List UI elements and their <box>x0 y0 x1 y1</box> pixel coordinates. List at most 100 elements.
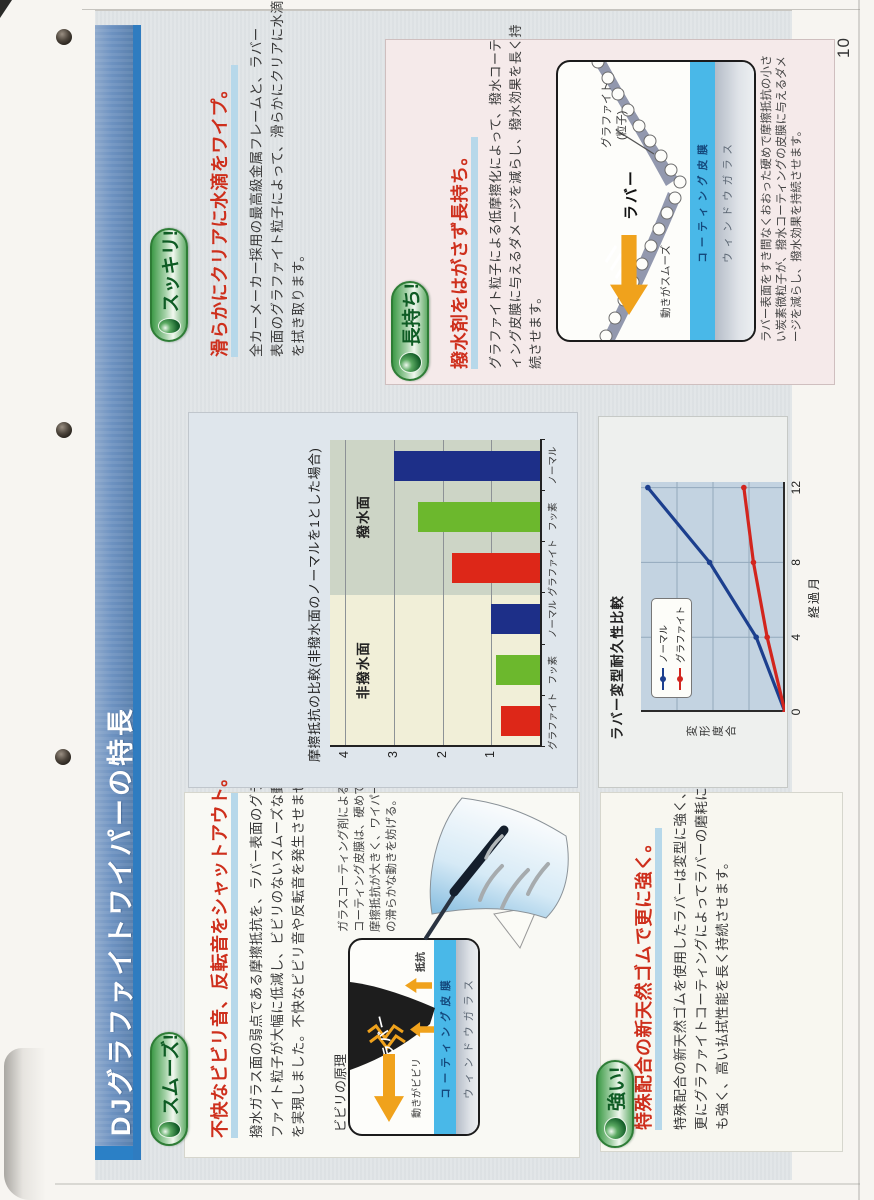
text-line: ィング皮膜に与えるダメージを減らし、撥水効果を長く持 <box>508 24 523 369</box>
text-line: コーティング皮膜は、硬めで <box>354 783 366 932</box>
bar-フッ素 <box>496 655 540 686</box>
axis-tick <box>540 439 545 440</box>
text-line: 更にグラファイトコーティングによってラバーの磨耗に <box>694 787 709 1130</box>
axis-tick <box>540 694 545 696</box>
bar-グラファイト <box>452 552 540 583</box>
bibiri-diagram-box: コーティング皮膜 ウィンドウガラス ラバー 抵抗 動きがビビリ <box>348 938 480 1136</box>
badge-ball-icon <box>398 352 422 373</box>
axis-tick <box>540 541 545 543</box>
graphite-particle-label: グラファイト <box>601 82 613 148</box>
line-chart-legend: ノーマル グラファイト <box>651 597 692 698</box>
punch-hole <box>55 749 71 765</box>
category-label: フッ素 <box>548 656 559 685</box>
axis-tick <box>540 643 545 645</box>
value-axis <box>330 745 542 747</box>
clean-body: 全カーメーカー採用の最高級金属フレームと、ラバー 表面のグラファイト粒子によって、… <box>246 0 309 357</box>
x-tick-label: 0 <box>789 708 803 716</box>
text-line: 全カーメーカー採用の最高級金属フレームと、ラバー <box>249 27 264 357</box>
smooth-body: 撥水ガラス面の弱点である摩擦抵抗を、ラバー表面のグラ ファイト粒子が大幅に低減し、… <box>246 752 309 1138</box>
x-tick-label: 4 <box>789 633 803 641</box>
badge-strong: 強い! <box>596 1060 634 1148</box>
paper-edge <box>55 1183 860 1185</box>
line-chart-xlabel: 経過月 <box>807 576 821 619</box>
line-chart-ylabel: 変形度合 <box>686 726 738 738</box>
line-chart-plot: ノーマル グラファイト 経過月 0 4 8 12 <box>641 481 821 715</box>
text-line: グラファイト粒子による低摩擦化によって、撥水コーテ <box>488 38 503 369</box>
page-title: DJグラファイトワイパーの特長 <box>106 706 136 1136</box>
category-label: ノーマル <box>548 446 559 485</box>
bibiri-diagram-label: ビビリの原理 <box>333 1053 348 1132</box>
x-tick-label: 8 <box>789 559 803 566</box>
text-line: の滑らかな動きを妨げる。 <box>386 794 398 932</box>
rubber-wedge-art <box>350 982 435 1070</box>
gridline <box>442 440 444 747</box>
badge-smooth-label: スムーズ! <box>160 1034 182 1116</box>
paper-edge <box>858 0 860 1200</box>
longlast-caption: ラバー表面をすき間なくおおった硬めで摩擦抵抗の小さ い炭素微粒子が、撥水コーティン… <box>760 55 805 342</box>
badge-clean-label: スッキリ! <box>160 230 182 313</box>
text-line: を実現しました。不快なビビリ音や反転音を発生させません。 <box>291 752 306 1138</box>
smooth-heading-underline <box>231 793 238 1138</box>
bar-フッ素 <box>418 501 540 532</box>
y-tick-label: 3 <box>385 751 400 758</box>
category-label: フッ素 <box>548 502 559 532</box>
badge-ball-icon <box>157 318 181 334</box>
gridline <box>345 440 346 747</box>
text-line: ファイト粒子が大幅に低減し、ビビリのないスムーズな動き <box>270 766 285 1138</box>
axis-tick <box>540 490 545 492</box>
badge-ball-icon <box>603 1117 627 1140</box>
x-tick-label: 12 <box>789 480 803 495</box>
y-tick-label: 4 <box>337 751 351 758</box>
legend-entry: ノーマル <box>656 606 670 690</box>
text-line: 撥水ガラス面の弱点である摩擦抵抗を、ラバー表面のグラ <box>249 779 264 1138</box>
strong-body: 特殊配合の新天然ゴムを使用したラバーは変型に強く、 更にグラファイトコーティングに… <box>670 785 733 1130</box>
paper-edge <box>82 9 860 10</box>
group-label: 非撥水面 <box>356 641 371 700</box>
coating-note: ガラスコーティング剤による コーティング皮膜は、硬めで 摩擦抵抗が大きく、ワイパーの… <box>336 783 400 932</box>
group-label: 撥水面 <box>356 495 371 539</box>
clean-heading: 滑らかにクリアに水滴をワイプ。 <box>210 80 230 357</box>
text-line: 摩擦抵抗が大きく、ワイパー <box>370 782 382 932</box>
strong-heading-underline <box>655 828 662 1130</box>
clean-heading-underline <box>231 65 238 357</box>
punch-hole <box>56 422 72 438</box>
rubber-label: ラバー <box>623 169 640 220</box>
badge-longlast-label: 長持ち! <box>401 283 423 347</box>
gridline <box>491 440 493 747</box>
smooth-heading: 不快なビビリ音、反転音をシャットアウト。 <box>210 768 230 1138</box>
bar-chart-title: 摩擦抵抗の比較(非撥水面のノーマルを1とした場合) <box>307 447 322 762</box>
legend-entry: グラファイト <box>673 606 687 690</box>
text-line: ラバー表面をすき間なくおおった硬めで摩擦抵抗の小さ <box>761 54 773 342</box>
longlast-diagram-box: コーティング皮膜 ウィンドウガラス ラバー <box>556 60 756 342</box>
longlast-heading: 撥水剤をはがさず長持ち。 <box>450 147 470 369</box>
line-chart-title: ラバー変型耐久性比較 <box>610 595 625 740</box>
page-curl-shadow <box>4 1048 46 1200</box>
bar-ノーマル <box>393 450 540 481</box>
punch-hole <box>56 29 72 45</box>
badge-smooth: スムーズ! <box>150 1032 188 1146</box>
series-グラファイト <box>742 487 785 712</box>
bar-chart-plot: 1 2 3 4 グラファイト フッ素 ノーマル グラファイト フッ素 ノーマル 非撥水面 撥水面 <box>330 439 559 758</box>
text-line: 表面のグラファイト粒子によって、滑らかにクリアに水滴 <box>270 0 285 357</box>
judder-movement-label: 動きがビビリ <box>412 1058 423 1118</box>
badge-longlast: 長持ち! <box>391 281 429 381</box>
resistance-label: 抵抗 <box>416 952 427 972</box>
bar-グラファイト <box>501 706 540 737</box>
page-number: 10 <box>834 37 853 58</box>
axis-tick <box>540 592 545 594</box>
line-chart-canvas <box>641 482 785 712</box>
category-label: ノーマル <box>548 600 559 639</box>
badge-clean: スッキリ! <box>150 228 188 342</box>
coating-band: コーティング皮膜 <box>690 62 715 340</box>
text-line: ージを減らし、撥水効果を持続させます。 <box>791 124 803 342</box>
y-tick-label: 1 <box>483 751 498 758</box>
bar-ノーマル <box>491 604 540 635</box>
axis-tick <box>540 746 545 747</box>
text-line: も強く、高い払拭性能を長く持続させます。 <box>715 855 730 1130</box>
smooth-movement-label: 動きがスムーズ <box>660 245 672 318</box>
text-line: 続させます。 <box>528 290 543 369</box>
text-line: を拭き取ります。 <box>291 247 306 357</box>
category-axis <box>540 440 542 747</box>
